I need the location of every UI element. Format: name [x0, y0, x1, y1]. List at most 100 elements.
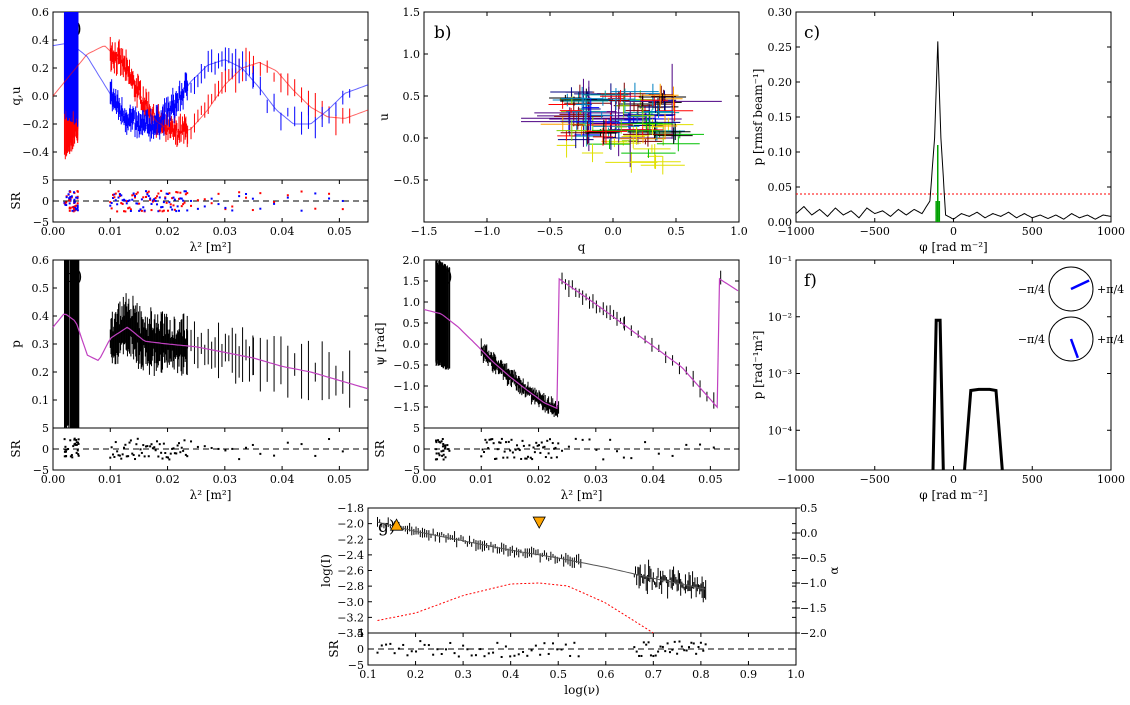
panel-d-residual-point	[74, 442, 77, 445]
panel-g-residual-point	[406, 654, 409, 657]
panel-d-residual-point	[158, 443, 161, 446]
panel-a-model-u	[52, 42, 369, 128]
panel-a-residual-point	[109, 204, 112, 207]
panel-d-residual-point	[172, 447, 175, 450]
panel-a-residual-point	[210, 202, 213, 205]
panel-d-residual-point	[77, 441, 80, 444]
panel-d-x-tick-label: 0.04	[270, 473, 295, 486]
panel-g-residual-point	[440, 652, 443, 655]
panel-e-residual-point	[557, 442, 560, 445]
panel-d-residual-point	[147, 455, 150, 458]
panel-d-residual-point	[224, 449, 227, 452]
panel-g-residual-point	[676, 652, 679, 655]
panel-e-res-y-tick-label: 0	[413, 443, 420, 456]
panel-d-residual-point	[150, 443, 153, 446]
panel-a-residual-point	[134, 196, 137, 199]
panel-a-residual-point	[72, 207, 75, 210]
panel-g-x-tick-label: 0.8	[692, 668, 710, 681]
panel-c-y-tick-label: 0.25	[768, 41, 793, 54]
panel-a-residual-point	[109, 201, 112, 204]
panel-a-residual-point	[165, 192, 168, 195]
panel-a-residual-point	[245, 196, 248, 199]
panel-a-residual-point	[186, 192, 189, 195]
panel-a-residual-point	[125, 202, 128, 205]
panel-a-residual-point	[112, 193, 115, 196]
panel-e-residual-point	[555, 456, 558, 459]
panel-a-residual-point	[179, 197, 182, 200]
panel-f-y-tick-label: 10⁻⁴	[768, 424, 793, 437]
panel-b-y-tick-label: −0.5	[393, 174, 420, 187]
panel-a-residual-point	[73, 201, 76, 204]
panel-a-residual-point	[151, 199, 154, 202]
panel-d-residual-point	[64, 450, 67, 453]
panel-g-residual-point	[500, 655, 503, 658]
panel-d-residual-point	[74, 443, 77, 446]
panel-d-residual-point	[167, 456, 170, 459]
panel-a-residual-point	[70, 195, 73, 198]
panel-g-residual-point	[393, 652, 396, 655]
panel-e-residual-point	[447, 448, 450, 451]
panel-a-residual-point	[179, 191, 182, 194]
panel-a-residual-point	[131, 198, 134, 201]
panel-e-residual-point	[435, 441, 438, 444]
panel-a-residual-point	[154, 199, 157, 202]
panel-d-residual-point	[245, 446, 248, 449]
panel-g-residual-point	[702, 649, 705, 652]
panel-a-x-tick-label: 0.02	[155, 225, 180, 238]
panel-a-residual-point	[67, 193, 70, 196]
panel-a-residual-point	[69, 195, 72, 198]
panel-a-residual-point	[149, 197, 152, 200]
panel-g-ylabel-right: α	[827, 566, 841, 574]
panel-a-residual-point	[273, 202, 276, 205]
panel-e-residual-point	[441, 454, 444, 457]
panel-a-residual-point	[76, 204, 79, 207]
panel-g-yright-tick-label: 0.0	[800, 527, 818, 540]
panel-g-res-y-tick-label: 5	[357, 627, 364, 640]
panel-e-residual-point	[551, 442, 554, 445]
panel-g-residual-point	[462, 644, 465, 647]
panel-d-x-tick-label: 0.05	[327, 473, 352, 486]
panel-d-residual-point	[341, 450, 344, 453]
panel-e-y-tick-label: −1.5	[393, 401, 420, 414]
panel-g-residual-point	[402, 643, 405, 646]
panel-g-residual-point	[638, 654, 641, 657]
panel-g-residual-point	[453, 652, 456, 655]
panel-a-residual-frame	[52, 179, 369, 223]
panel-a-residual-point	[184, 190, 187, 193]
panel-d-x-tick-label: 0.00	[41, 473, 66, 486]
panel-d-y-tick-label: 0.6	[32, 254, 50, 267]
panel-g-residual-point	[539, 653, 542, 656]
panel-d-residual-point	[259, 452, 262, 455]
panel-g-residual-point	[522, 650, 525, 653]
panel-g-yright-tick-label: 0.5	[800, 502, 818, 515]
panel-e-residual-point	[536, 444, 539, 447]
panel-d-residual-point	[176, 444, 179, 447]
panel-b-y-tick-label: 1.0	[403, 48, 421, 61]
panel-a-residual-point	[71, 209, 74, 212]
panel-g-residual-point	[444, 648, 447, 651]
panel-d-residual-point	[136, 437, 139, 440]
panel-a-residual-point	[131, 194, 134, 197]
panel-d-residual-point	[196, 445, 199, 448]
panel-a-residual-point	[136, 191, 139, 194]
panel-a-residual-point	[162, 201, 165, 204]
panel-d-residual-point	[156, 440, 159, 443]
panel-a-residual-point	[158, 196, 161, 199]
panel-d-residual-point	[72, 445, 75, 448]
panel-d-res-y-tick-label: −5	[33, 464, 49, 477]
panel-d-ylabel: p	[9, 340, 23, 348]
panel-a-residual-point	[150, 209, 153, 212]
panel-a-residual-point	[238, 195, 241, 198]
panel-e-residual-point	[657, 452, 660, 455]
panel-d-residual-point	[169, 452, 172, 455]
panel-e-y-tick-label: 1.5	[403, 275, 421, 288]
panel-d-residual-point	[183, 439, 186, 442]
panel-c-x-tick-label: −500	[860, 225, 890, 238]
panel-g-residual-point	[577, 655, 580, 658]
panel-d-residual-point	[145, 445, 148, 448]
panel-a-residual-point	[314, 207, 317, 210]
panel-a-residual-point	[273, 201, 276, 204]
panel-a-residual-point	[172, 196, 175, 199]
panel-a-residual-point	[120, 194, 123, 197]
panel-a-residual-point	[127, 200, 130, 203]
